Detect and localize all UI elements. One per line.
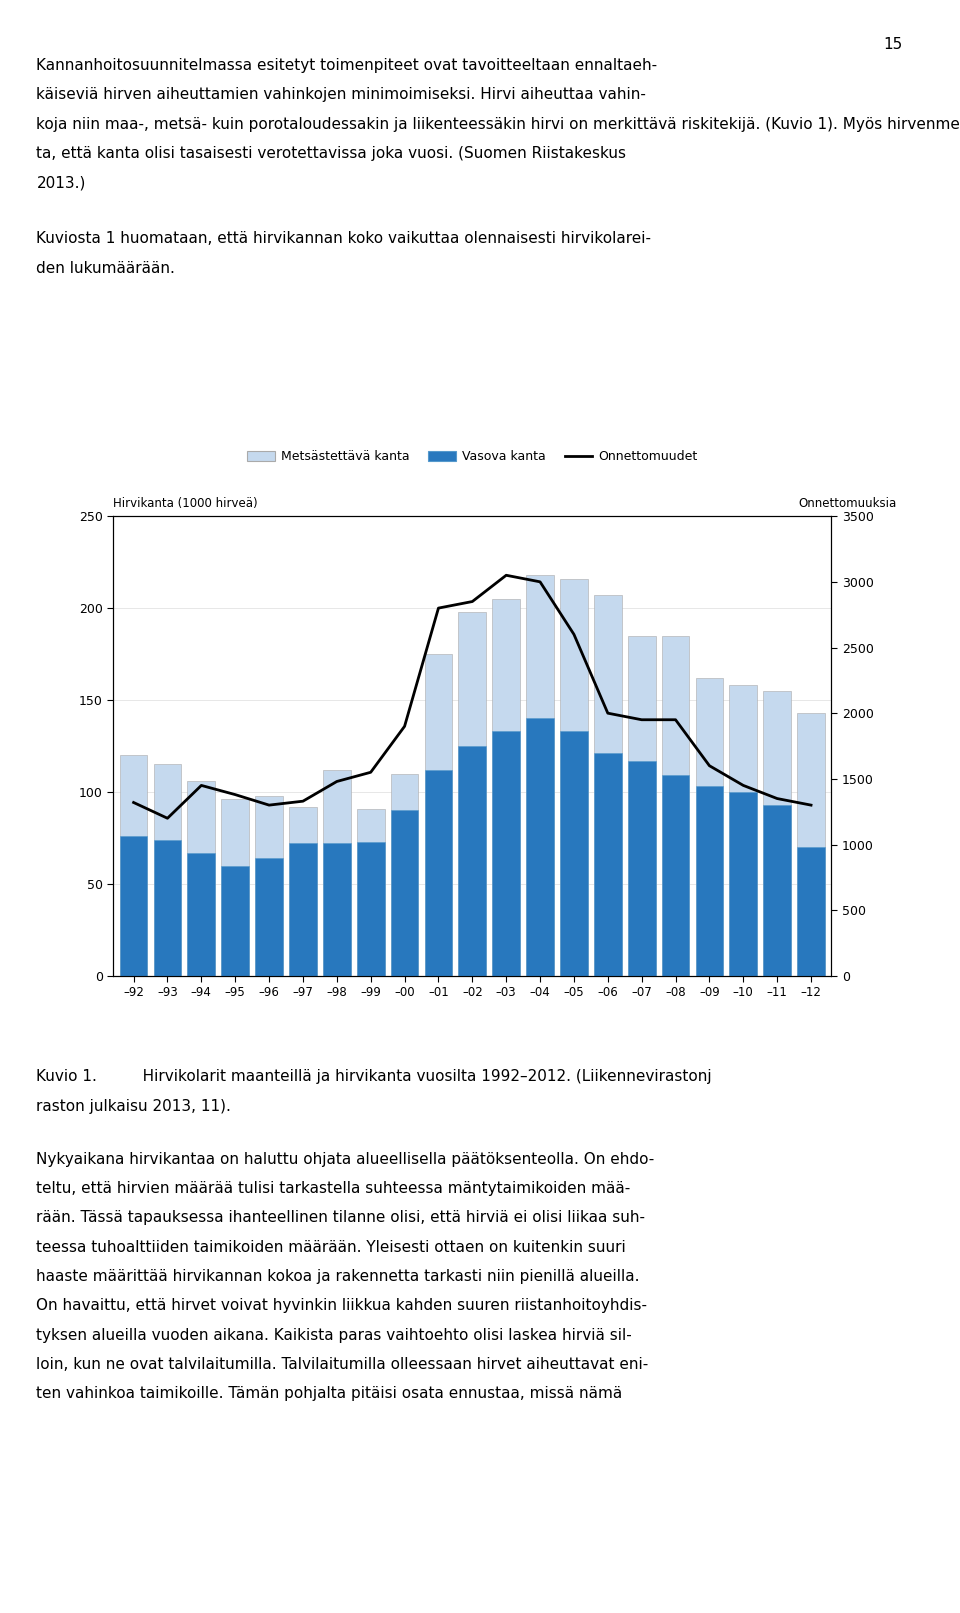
Bar bbox=[763, 805, 791, 976]
Bar bbox=[526, 574, 554, 976]
Bar bbox=[154, 840, 181, 976]
Bar bbox=[628, 636, 656, 976]
Bar bbox=[187, 853, 215, 976]
Bar bbox=[594, 753, 622, 976]
Text: tyksen alueilla vuoden aikana. Kaikista paras vaihtoehto olisi laskea hirviä sil: tyksen alueilla vuoden aikana. Kaikista … bbox=[36, 1327, 633, 1342]
Bar bbox=[797, 847, 825, 976]
Text: loin, kun ne ovat talvilaitumilla. Talvilaitumilla olleessaan hirvet aiheuttavat: loin, kun ne ovat talvilaitumilla. Talvi… bbox=[36, 1357, 649, 1373]
Bar bbox=[357, 808, 385, 976]
Bar bbox=[459, 745, 486, 976]
Text: teltu, että hirvien määrää tulisi tarkastella suhteessa mäntytaimikoiden mää-: teltu, että hirvien määrää tulisi tarkas… bbox=[36, 1181, 631, 1195]
Text: 2013.): 2013.) bbox=[36, 176, 85, 190]
Text: haaste määrittää hirvikannan kokoa ja rakennetta tarkasti niin pienillä alueilla: haaste määrittää hirvikannan kokoa ja ra… bbox=[36, 1269, 640, 1284]
Bar bbox=[661, 636, 689, 976]
Text: teessa tuhoalttiiden taimikoiden määrään. Yleisesti ottaen on kuitenkin suuri: teessa tuhoalttiiden taimikoiden määrään… bbox=[36, 1240, 626, 1255]
Bar bbox=[594, 595, 622, 976]
Bar bbox=[526, 718, 554, 976]
Bar bbox=[459, 611, 486, 976]
Bar bbox=[730, 792, 757, 976]
Text: On havaittu, että hirvet voivat hyvinkin liikkua kahden suuren riistanhoitoyhdis: On havaittu, että hirvet voivat hyvinkin… bbox=[36, 1298, 647, 1313]
Text: ten vahinkoa taimikoille. Tämän pohjalta pitäisi osata ennustaa, missä nämä: ten vahinkoa taimikoille. Tämän pohjalta… bbox=[36, 1387, 623, 1402]
Bar bbox=[289, 844, 317, 976]
Text: Kannanhoitosuunnitelmassa esitetyt toimenpiteet ovat tavoitteeltaan ennaltaeh-: Kannanhoitosuunnitelmassa esitetyt toime… bbox=[36, 58, 658, 73]
Bar bbox=[357, 842, 385, 976]
Bar bbox=[120, 755, 148, 976]
Text: 15: 15 bbox=[883, 37, 902, 52]
Text: den lukumäärään.: den lukumäärään. bbox=[36, 261, 176, 276]
Bar bbox=[255, 795, 283, 976]
Text: raston julkaisu 2013, 11).: raston julkaisu 2013, 11). bbox=[36, 1098, 231, 1113]
Bar bbox=[187, 781, 215, 976]
Bar bbox=[222, 800, 249, 976]
Bar bbox=[391, 774, 419, 976]
Bar bbox=[628, 761, 656, 976]
Text: Kuviosta 1 huomataan, että hirvikannan koko vaikuttaa olennaisesti hirvikolarei-: Kuviosta 1 huomataan, että hirvikannan k… bbox=[36, 231, 652, 247]
Text: Onnettomuuksia: Onnettomuuksia bbox=[799, 497, 897, 510]
Bar bbox=[154, 765, 181, 976]
Bar bbox=[222, 866, 249, 976]
Bar bbox=[696, 787, 723, 976]
Bar bbox=[255, 858, 283, 976]
Bar bbox=[797, 713, 825, 976]
Bar bbox=[763, 690, 791, 976]
Text: Hirvikanta (1000 hirveä): Hirvikanta (1000 hirveä) bbox=[113, 497, 258, 510]
Legend: Metsästettävä kanta, Vasova kanta, Onnettomuudet: Metsästettävä kanta, Vasova kanta, Onnet… bbox=[244, 447, 701, 468]
Bar bbox=[424, 655, 452, 976]
Text: ta, että kanta olisi tasaisesti verotettavissa joka vuosi. (Suomen Riistakeskus: ta, että kanta olisi tasaisesti verotett… bbox=[36, 147, 627, 161]
Bar bbox=[492, 598, 520, 976]
Bar bbox=[560, 731, 588, 976]
Bar bbox=[120, 836, 148, 976]
Text: Nykyaikana hirvikantaa on haluttu ohjata alueellisella päätöksenteolla. On ehdo-: Nykyaikana hirvikantaa on haluttu ohjata… bbox=[36, 1152, 655, 1166]
Bar bbox=[492, 731, 520, 976]
Bar bbox=[289, 806, 317, 976]
Text: koja niin maa-, metsä- kuin porotaloudessakin ja liikenteessäkin hirvi on merkit: koja niin maa-, metsä- kuin porotaloudes… bbox=[36, 116, 960, 132]
Text: käiseviä hirven aiheuttamien vahinkojen minimoimiseksi. Hirvi aiheuttaa vahin-: käiseviä hirven aiheuttamien vahinkojen … bbox=[36, 87, 646, 102]
Bar bbox=[323, 844, 350, 976]
Bar bbox=[391, 810, 419, 976]
Text: Kuvio 1.   Hirvikolarit maanteillä ja hirvikanta vuosilta 1992–2012. (Liikennevi: Kuvio 1. Hirvikolarit maanteillä ja hirv… bbox=[36, 1069, 712, 1084]
Text: rään. Tässä tapauksessa ihanteellinen tilanne olisi, että hirviä ei olisi liikaa: rään. Tässä tapauksessa ihanteellinen ti… bbox=[36, 1210, 645, 1226]
Bar bbox=[424, 769, 452, 976]
Bar bbox=[661, 776, 689, 976]
Bar bbox=[560, 579, 588, 976]
Bar bbox=[730, 686, 757, 976]
Bar bbox=[696, 677, 723, 976]
Bar bbox=[323, 769, 350, 976]
